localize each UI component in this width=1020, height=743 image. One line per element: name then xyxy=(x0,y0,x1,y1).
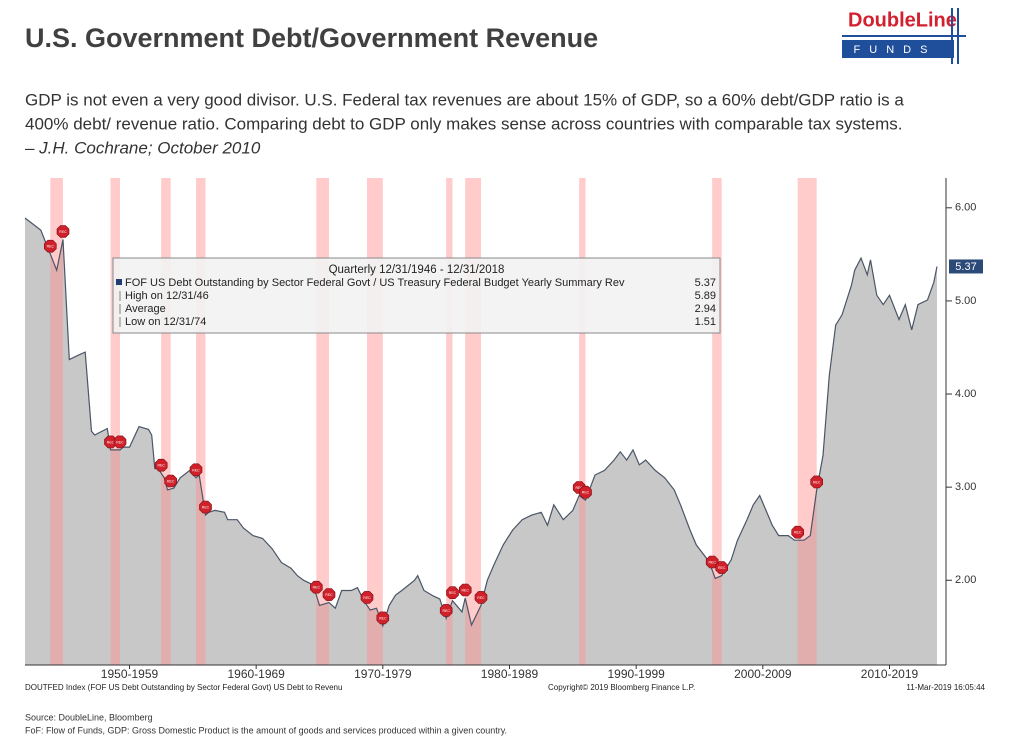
recession-band xyxy=(50,178,63,665)
y-tick-label: 5.00 xyxy=(955,295,976,307)
quote-attribution: – J.H. Cochrane; October 2010 xyxy=(24,138,261,157)
rec-label: REC xyxy=(157,464,165,468)
source: Source: DoubleLine, Bloomberg xyxy=(25,712,153,722)
rec-label: REC xyxy=(477,596,485,600)
chart-footer: DOUTFED Index (FOF US Debt Outstanding b… xyxy=(25,683,342,692)
logo-sub: FUNDS xyxy=(854,44,937,56)
legend-swatch xyxy=(116,279,122,285)
legend-value: 5.37 xyxy=(695,277,716,289)
rec-marker xyxy=(458,583,472,597)
rec-label: REC xyxy=(59,230,67,234)
rec-marker xyxy=(360,591,374,604)
rec-label: REC xyxy=(116,440,124,444)
legend-label: FOF US Debt Outstanding by Sector Federa… xyxy=(125,277,625,289)
rec-marker xyxy=(446,586,459,600)
logo-name: DoubleLine xyxy=(848,9,957,31)
legend-value: 5.89 xyxy=(695,290,716,302)
recession-band xyxy=(579,178,586,665)
rec-marker xyxy=(104,435,117,449)
rec-label: REC xyxy=(325,593,333,597)
y-tick-label: 2.00 xyxy=(955,574,976,586)
x-tick-label: 1980-1989 xyxy=(481,667,539,681)
rec-label: REC xyxy=(449,591,457,595)
rec-label: REC xyxy=(363,596,371,600)
chart-footer: 11-Mar-2019 16:05:44 xyxy=(906,683,985,692)
last-value-box xyxy=(949,259,983,274)
rec-marker xyxy=(189,463,203,477)
legend-title: Quarterly 12/31/1946 - 12/31/2018 xyxy=(329,264,505,276)
legend-label: High on 12/31/46 xyxy=(125,290,209,302)
y-tick-label: 4.00 xyxy=(955,388,976,400)
rec-label: REC xyxy=(47,245,55,249)
rec-marker xyxy=(791,525,805,539)
rec-label: REC xyxy=(575,486,583,490)
rec-label: REC xyxy=(461,588,469,592)
rec-marker xyxy=(113,435,127,449)
rec-marker xyxy=(439,604,453,617)
rec-marker xyxy=(715,561,729,574)
recession-band xyxy=(110,178,120,665)
y-tick-label: 3.00 xyxy=(955,481,976,493)
x-tick-label: 1960-1969 xyxy=(227,667,285,681)
x-tick-label: 2010-2019 xyxy=(861,667,919,681)
legend-label: Average xyxy=(125,303,166,315)
x-tick-label: 2000-2009 xyxy=(734,667,792,681)
rec-marker xyxy=(164,474,177,488)
recession-band xyxy=(196,178,206,665)
chart-footer: Copyright© 2019 Bloomberg Finance L.P. xyxy=(548,683,695,692)
title: U.S. Government Debt/Government Revenue xyxy=(25,23,598,53)
rec-marker xyxy=(199,500,212,514)
x-tick-label: 1950-1959 xyxy=(101,667,159,681)
note: FoF: Flow of Funds, GDP: Gross Domestic … xyxy=(25,725,507,735)
y-tick-label: 6.00 xyxy=(955,202,976,214)
legend-box xyxy=(112,257,721,334)
last-value-label: 5.37 xyxy=(955,261,976,273)
legend-value: 1.51 xyxy=(695,316,716,328)
rec-label: REC xyxy=(718,566,726,570)
x-tick-label: 1970-1979 xyxy=(354,667,412,681)
rec-marker xyxy=(56,225,70,238)
legend-value: 2.94 xyxy=(695,303,716,315)
rec-label: REC xyxy=(708,560,716,564)
rec-marker xyxy=(810,475,824,489)
rec-marker xyxy=(579,485,592,499)
line xyxy=(24,217,938,628)
rec-marker xyxy=(309,580,323,594)
rec-label: REC xyxy=(582,491,590,495)
recession-band xyxy=(446,178,453,665)
x-tick-label: 1990-1999 xyxy=(607,667,665,681)
logo-bar xyxy=(842,40,954,58)
rec-label: REC xyxy=(167,479,175,483)
recession-band xyxy=(161,178,171,665)
rec-label: REC xyxy=(202,506,210,510)
rec-marker xyxy=(43,239,57,253)
rec-label: REC xyxy=(813,480,821,484)
rec-label: REC xyxy=(442,609,450,613)
rec-marker xyxy=(705,555,719,569)
rec-marker xyxy=(474,591,488,604)
legend-label: Low on 12/31/74 xyxy=(125,316,206,328)
quote-line: 400% debt/ revenue ratio. Comparing debt… xyxy=(25,114,903,133)
logo: DoubleLine FUNDS xyxy=(842,8,966,64)
rec-label: REC xyxy=(192,468,200,472)
area xyxy=(25,218,937,665)
recession-band xyxy=(797,178,817,665)
rec-marker xyxy=(154,458,168,472)
quote-line: GDP is not even a very good divisor. U.S… xyxy=(25,90,904,109)
rec-label: REC xyxy=(107,440,115,444)
rec-label: REC xyxy=(379,616,387,620)
rec-marker xyxy=(376,611,390,625)
recession-band xyxy=(712,178,722,665)
rec-marker xyxy=(322,588,336,601)
rec-label: REC xyxy=(794,531,802,535)
rec-label: REC xyxy=(313,586,321,590)
